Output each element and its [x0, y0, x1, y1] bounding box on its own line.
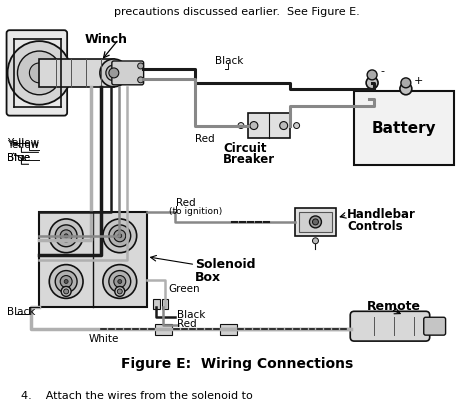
Circle shape [367, 70, 377, 80]
Circle shape [115, 286, 125, 296]
Circle shape [137, 63, 144, 69]
Bar [39, 212, 146, 308]
Circle shape [400, 83, 412, 95]
Text: Blue: Blue [7, 154, 30, 164]
Text: Solenoid: Solenoid [195, 258, 256, 271]
Circle shape [55, 271, 77, 293]
Text: Box: Box [195, 271, 221, 283]
Circle shape [109, 271, 131, 293]
Text: 4.    Attach the wires from the solenoid to: 4. Attach the wires from the solenoid to [21, 391, 253, 401]
Circle shape [49, 219, 83, 253]
Circle shape [49, 265, 83, 298]
Text: Red: Red [177, 319, 197, 329]
Bar [299, 212, 332, 232]
Circle shape [60, 276, 72, 288]
Text: White: White [89, 334, 119, 344]
Circle shape [312, 238, 319, 244]
Bar [153, 299, 160, 309]
Text: Black: Black [215, 56, 244, 66]
Circle shape [64, 289, 69, 294]
Circle shape [114, 230, 126, 242]
Text: (to ignition): (to ignition) [170, 207, 223, 216]
Bar [162, 299, 168, 309]
Circle shape [111, 70, 117, 76]
Text: Winch: Winch [84, 33, 128, 46]
Circle shape [117, 289, 122, 294]
FancyBboxPatch shape [112, 61, 144, 85]
Text: Black: Black [177, 310, 206, 320]
Circle shape [114, 276, 126, 288]
Circle shape [238, 122, 244, 129]
Circle shape [401, 78, 411, 88]
Text: Battery: Battery [372, 120, 436, 136]
Text: Breaker: Breaker [223, 154, 275, 166]
Circle shape [103, 265, 137, 298]
Circle shape [118, 234, 122, 238]
Text: Blue: Blue [7, 154, 30, 164]
FancyBboxPatch shape [424, 317, 446, 335]
Text: Figure E:  Wiring Connections: Figure E: Wiring Connections [121, 357, 353, 371]
Circle shape [366, 77, 378, 89]
Bar [248, 112, 290, 139]
Circle shape [8, 41, 71, 105]
Circle shape [61, 286, 71, 296]
Text: Remote: Remote [367, 300, 421, 313]
Circle shape [312, 219, 319, 225]
Circle shape [137, 77, 144, 83]
Text: -: - [380, 66, 384, 76]
Text: Yellow: Yellow [7, 140, 39, 151]
Circle shape [109, 225, 131, 247]
Circle shape [18, 51, 61, 95]
Circle shape [250, 122, 258, 129]
Text: precautions discussed earlier.  See Figure E.: precautions discussed earlier. See Figur… [114, 7, 360, 17]
Text: +: + [414, 76, 423, 86]
Text: Black: Black [7, 308, 35, 317]
FancyBboxPatch shape [219, 324, 237, 334]
FancyBboxPatch shape [7, 30, 67, 116]
Circle shape [103, 219, 137, 253]
Circle shape [118, 280, 122, 283]
Text: Circuit: Circuit [223, 142, 266, 156]
Bar [295, 208, 337, 236]
Circle shape [60, 230, 72, 242]
Circle shape [293, 122, 300, 129]
FancyBboxPatch shape [350, 311, 430, 341]
FancyBboxPatch shape [155, 324, 172, 334]
Text: Red: Red [176, 198, 196, 208]
Text: Yellow: Yellow [7, 139, 39, 149]
Circle shape [310, 216, 321, 228]
Text: Handlebar: Handlebar [347, 208, 416, 221]
Circle shape [280, 122, 288, 129]
Circle shape [109, 68, 119, 78]
Circle shape [106, 65, 122, 81]
FancyBboxPatch shape [39, 59, 114, 87]
Text: Controls: Controls [347, 220, 403, 233]
Circle shape [55, 225, 77, 247]
Circle shape [100, 59, 128, 87]
Text: Red: Red [195, 134, 215, 144]
Circle shape [64, 280, 68, 283]
Circle shape [29, 63, 49, 83]
Circle shape [64, 234, 68, 238]
Bar [354, 91, 454, 165]
Text: Green: Green [168, 284, 200, 295]
